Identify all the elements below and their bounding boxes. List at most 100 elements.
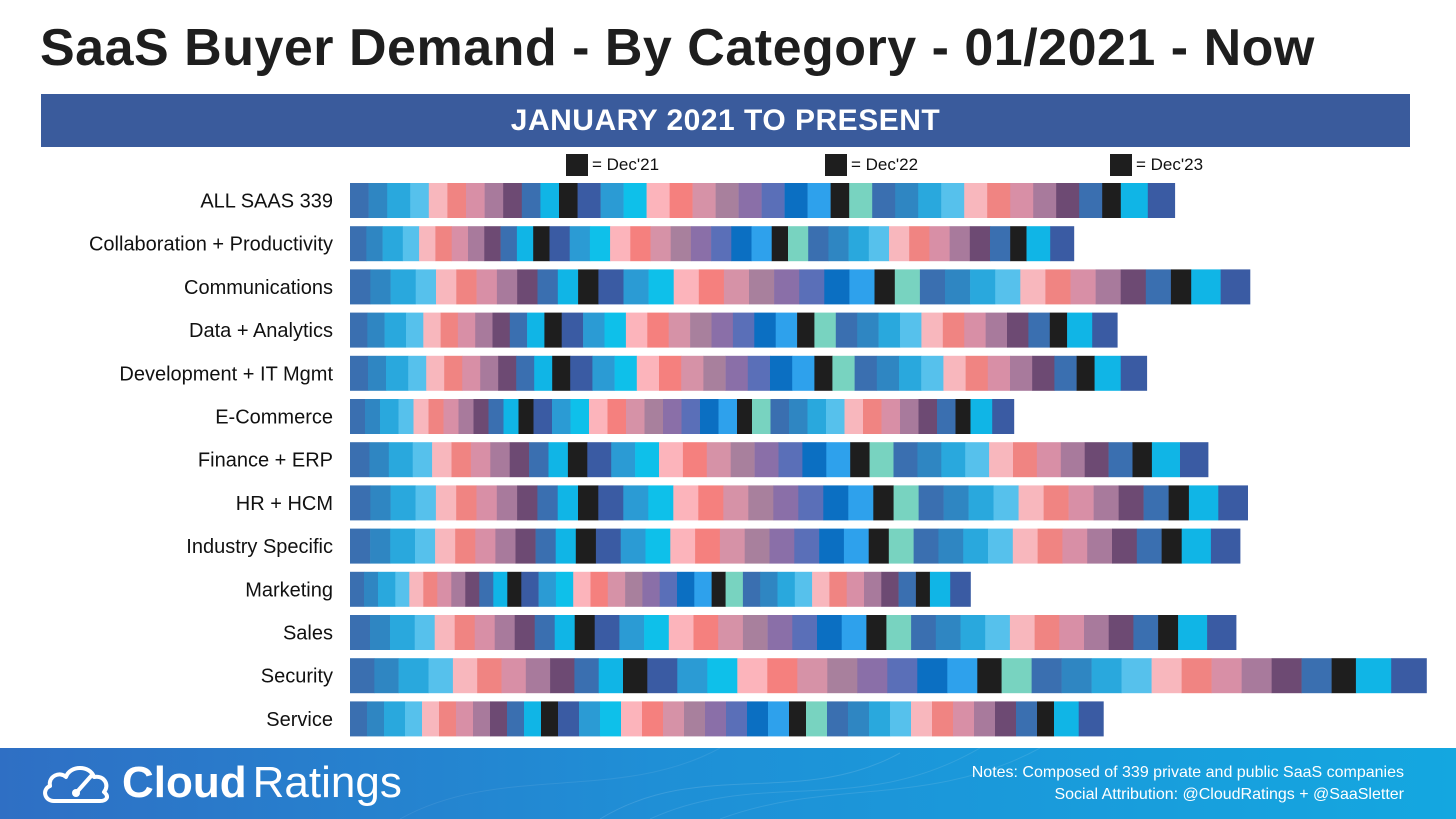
bar-segment [1093, 485, 1119, 521]
bar-segment [435, 485, 457, 521]
bar-segment [625, 571, 643, 607]
bar-segment [937, 399, 956, 434]
bar-segment [695, 528, 721, 564]
bar-segment [610, 226, 631, 262]
bar-segment [419, 226, 436, 262]
bar-segment [968, 485, 994, 521]
bar-segment [423, 312, 441, 348]
bar-segment-marker [552, 355, 571, 391]
bar-segment [917, 658, 948, 694]
bar-segment [953, 701, 975, 737]
bar-segment [1180, 442, 1209, 478]
bar-segment [789, 399, 808, 434]
legend-item-dec21: = Dec'21 [566, 154, 659, 176]
bar-segment [384, 312, 407, 348]
bar-segment [792, 615, 818, 650]
bar-segment-marker [533, 226, 550, 262]
bar-segment [550, 658, 575, 694]
bar-segment [690, 226, 712, 262]
bar-segment [995, 701, 1017, 737]
bar-segment [1118, 485, 1144, 521]
bar-segment [475, 312, 493, 348]
bar-segment [1056, 183, 1080, 218]
bar-segment [600, 183, 624, 218]
bar-segment [681, 355, 704, 391]
bar-segment [921, 355, 944, 391]
category-label: Security [261, 666, 333, 688]
bar-segment [1188, 485, 1219, 521]
attribution-text: Social Attribution: @CloudRatings + @Saa… [1054, 786, 1404, 803]
bar-segment [752, 399, 771, 434]
bar-segment [797, 658, 828, 694]
logo-text-bold: Cloud [122, 758, 247, 807]
bar-segment [987, 355, 1011, 391]
bar-segment [548, 442, 569, 478]
bar-segment [507, 701, 525, 737]
bar-segment [390, 528, 416, 564]
bar-segment [950, 571, 971, 607]
bar-segment [863, 399, 882, 434]
bar-segment [814, 312, 837, 348]
bar-segment [490, 701, 508, 737]
bar-segment [1045, 269, 1071, 305]
bar-segment [881, 571, 899, 607]
bar-segment [827, 658, 858, 694]
bar-segment [474, 615, 495, 650]
bar-segment [1220, 269, 1251, 305]
bar-segment [812, 571, 830, 607]
bar-segment [533, 399, 553, 434]
bar-segment [706, 442, 731, 478]
bar-segment [1121, 658, 1152, 694]
bar-segment [595, 528, 621, 564]
bar-segment [646, 183, 670, 218]
bar-segment [365, 399, 381, 434]
bar-segment [965, 442, 990, 478]
bar-segment [1151, 658, 1182, 694]
bar-segment [747, 701, 769, 737]
bar-segment [554, 615, 575, 650]
bar-segment-marker [1170, 269, 1192, 305]
bar-segment [350, 269, 371, 305]
bar-segment [770, 355, 793, 391]
bar-segment [826, 399, 845, 434]
bar-segment [960, 615, 986, 650]
footer-notes: Notes: Composed of 339 private and publi… [972, 762, 1404, 806]
bar-segment-marker [1132, 442, 1153, 478]
bar-segment [619, 615, 645, 650]
bar-segment [777, 571, 796, 607]
bar-segment [451, 571, 466, 607]
bar-segment-marker [574, 615, 595, 650]
bar-segment [620, 528, 646, 564]
bar-segment [439, 701, 457, 737]
bar-segment [1108, 615, 1134, 650]
bar-segment [705, 701, 727, 737]
bar-segment [725, 355, 749, 391]
bar-segment [802, 442, 827, 478]
bar-segment [1084, 615, 1109, 650]
bar-segment-marker [737, 399, 753, 434]
bar-segment [849, 269, 875, 305]
bar-segment [573, 571, 591, 607]
bar-segment [663, 399, 682, 434]
legend: = Dec'21 = Dec'22 = Dec'23 [0, 152, 1456, 178]
bar-segment [1112, 528, 1138, 564]
bar-segment [659, 571, 678, 607]
category-label: Development + IT Mgmt [119, 363, 333, 385]
bar-segment [794, 528, 820, 564]
bar-segment-marker [1102, 183, 1122, 218]
bar-segment [1059, 615, 1085, 650]
bar-segment [414, 615, 435, 650]
bar-segment [592, 355, 615, 391]
bar-segment [964, 183, 988, 218]
bar-segment [1210, 528, 1241, 564]
bar-segment [872, 183, 896, 218]
bar-segment [886, 615, 912, 650]
legend-label: = Dec'21 [592, 155, 660, 174]
bar-segment [367, 312, 385, 348]
bar-segment [1036, 442, 1062, 478]
bar-segment [1067, 312, 1093, 348]
bar-segment-marker [1037, 701, 1055, 737]
bar-segment [693, 615, 719, 650]
bar-segment-marker [1331, 658, 1357, 694]
bar-segment [869, 442, 894, 478]
